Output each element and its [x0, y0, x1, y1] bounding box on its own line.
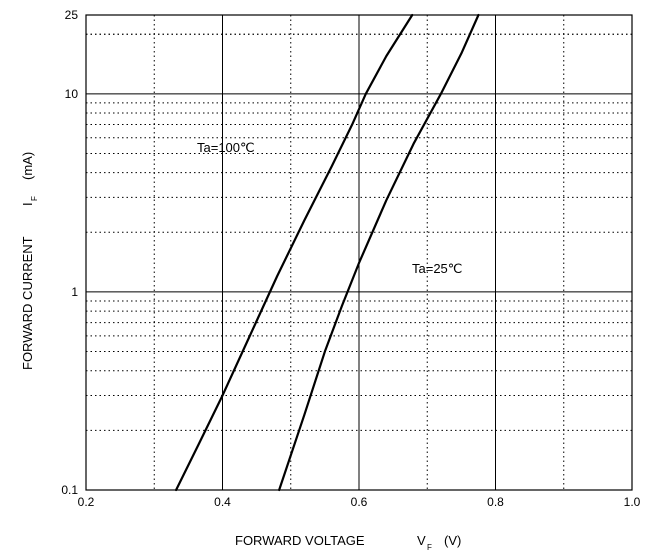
y-axis-label: FORWARD CURRENT: [20, 236, 35, 370]
series-layer: [174, 13, 480, 492]
y-tick-label: 1: [71, 285, 78, 299]
tick-labels: 0.2 0.4 0.6 0.8 1.0 0.1 1 10 25: [61, 8, 640, 509]
x-axis-label: FORWARD VOLTAGE: [235, 533, 365, 548]
x-axis-unit: (V): [444, 533, 461, 548]
series-line-ta100: [174, 13, 414, 492]
minor-grid: [86, 15, 632, 490]
x-tick-label: 1.0: [624, 495, 641, 509]
y-tick-label: 10: [65, 87, 79, 101]
x-tick-label: 0.4: [214, 495, 231, 509]
y-tick-label: 0.1: [61, 483, 78, 497]
plot-frame: [85, 14, 633, 491]
x-tick-label: 0.8: [487, 495, 504, 509]
y-axis-symbol: I: [20, 202, 35, 206]
y-axis-symbol-subscript: F: [30, 196, 39, 201]
y-axis-unit: (mA): [20, 152, 35, 180]
x-tick-label: 0.2: [78, 495, 95, 509]
series-label-ta100: Ta=100℃: [197, 140, 255, 155]
y-tick-label: 25: [65, 8, 79, 22]
x-axis-title: FORWARD VOLTAGE V F (V): [235, 533, 461, 552]
major-grid: [86, 15, 632, 490]
series-label-ta25: Ta=25℃: [412, 261, 462, 276]
x-tick-label: 0.6: [351, 495, 368, 509]
series-line-ta25: [278, 13, 480, 492]
y-axis-title: FORWARD CURRENT I F (mA): [20, 152, 39, 370]
x-axis-symbol: V: [417, 533, 426, 548]
x-axis-symbol-subscript: F: [427, 543, 432, 552]
